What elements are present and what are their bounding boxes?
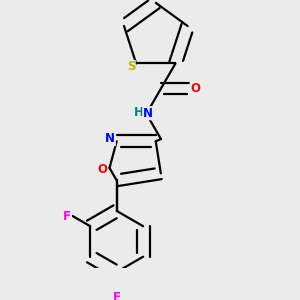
Text: H: H bbox=[134, 106, 144, 119]
Text: N: N bbox=[143, 107, 153, 120]
Text: F: F bbox=[63, 209, 71, 223]
Text: O: O bbox=[97, 163, 107, 176]
Text: O: O bbox=[190, 82, 200, 95]
Text: N: N bbox=[105, 133, 115, 146]
Text: F: F bbox=[113, 291, 121, 300]
Text: S: S bbox=[127, 60, 135, 74]
